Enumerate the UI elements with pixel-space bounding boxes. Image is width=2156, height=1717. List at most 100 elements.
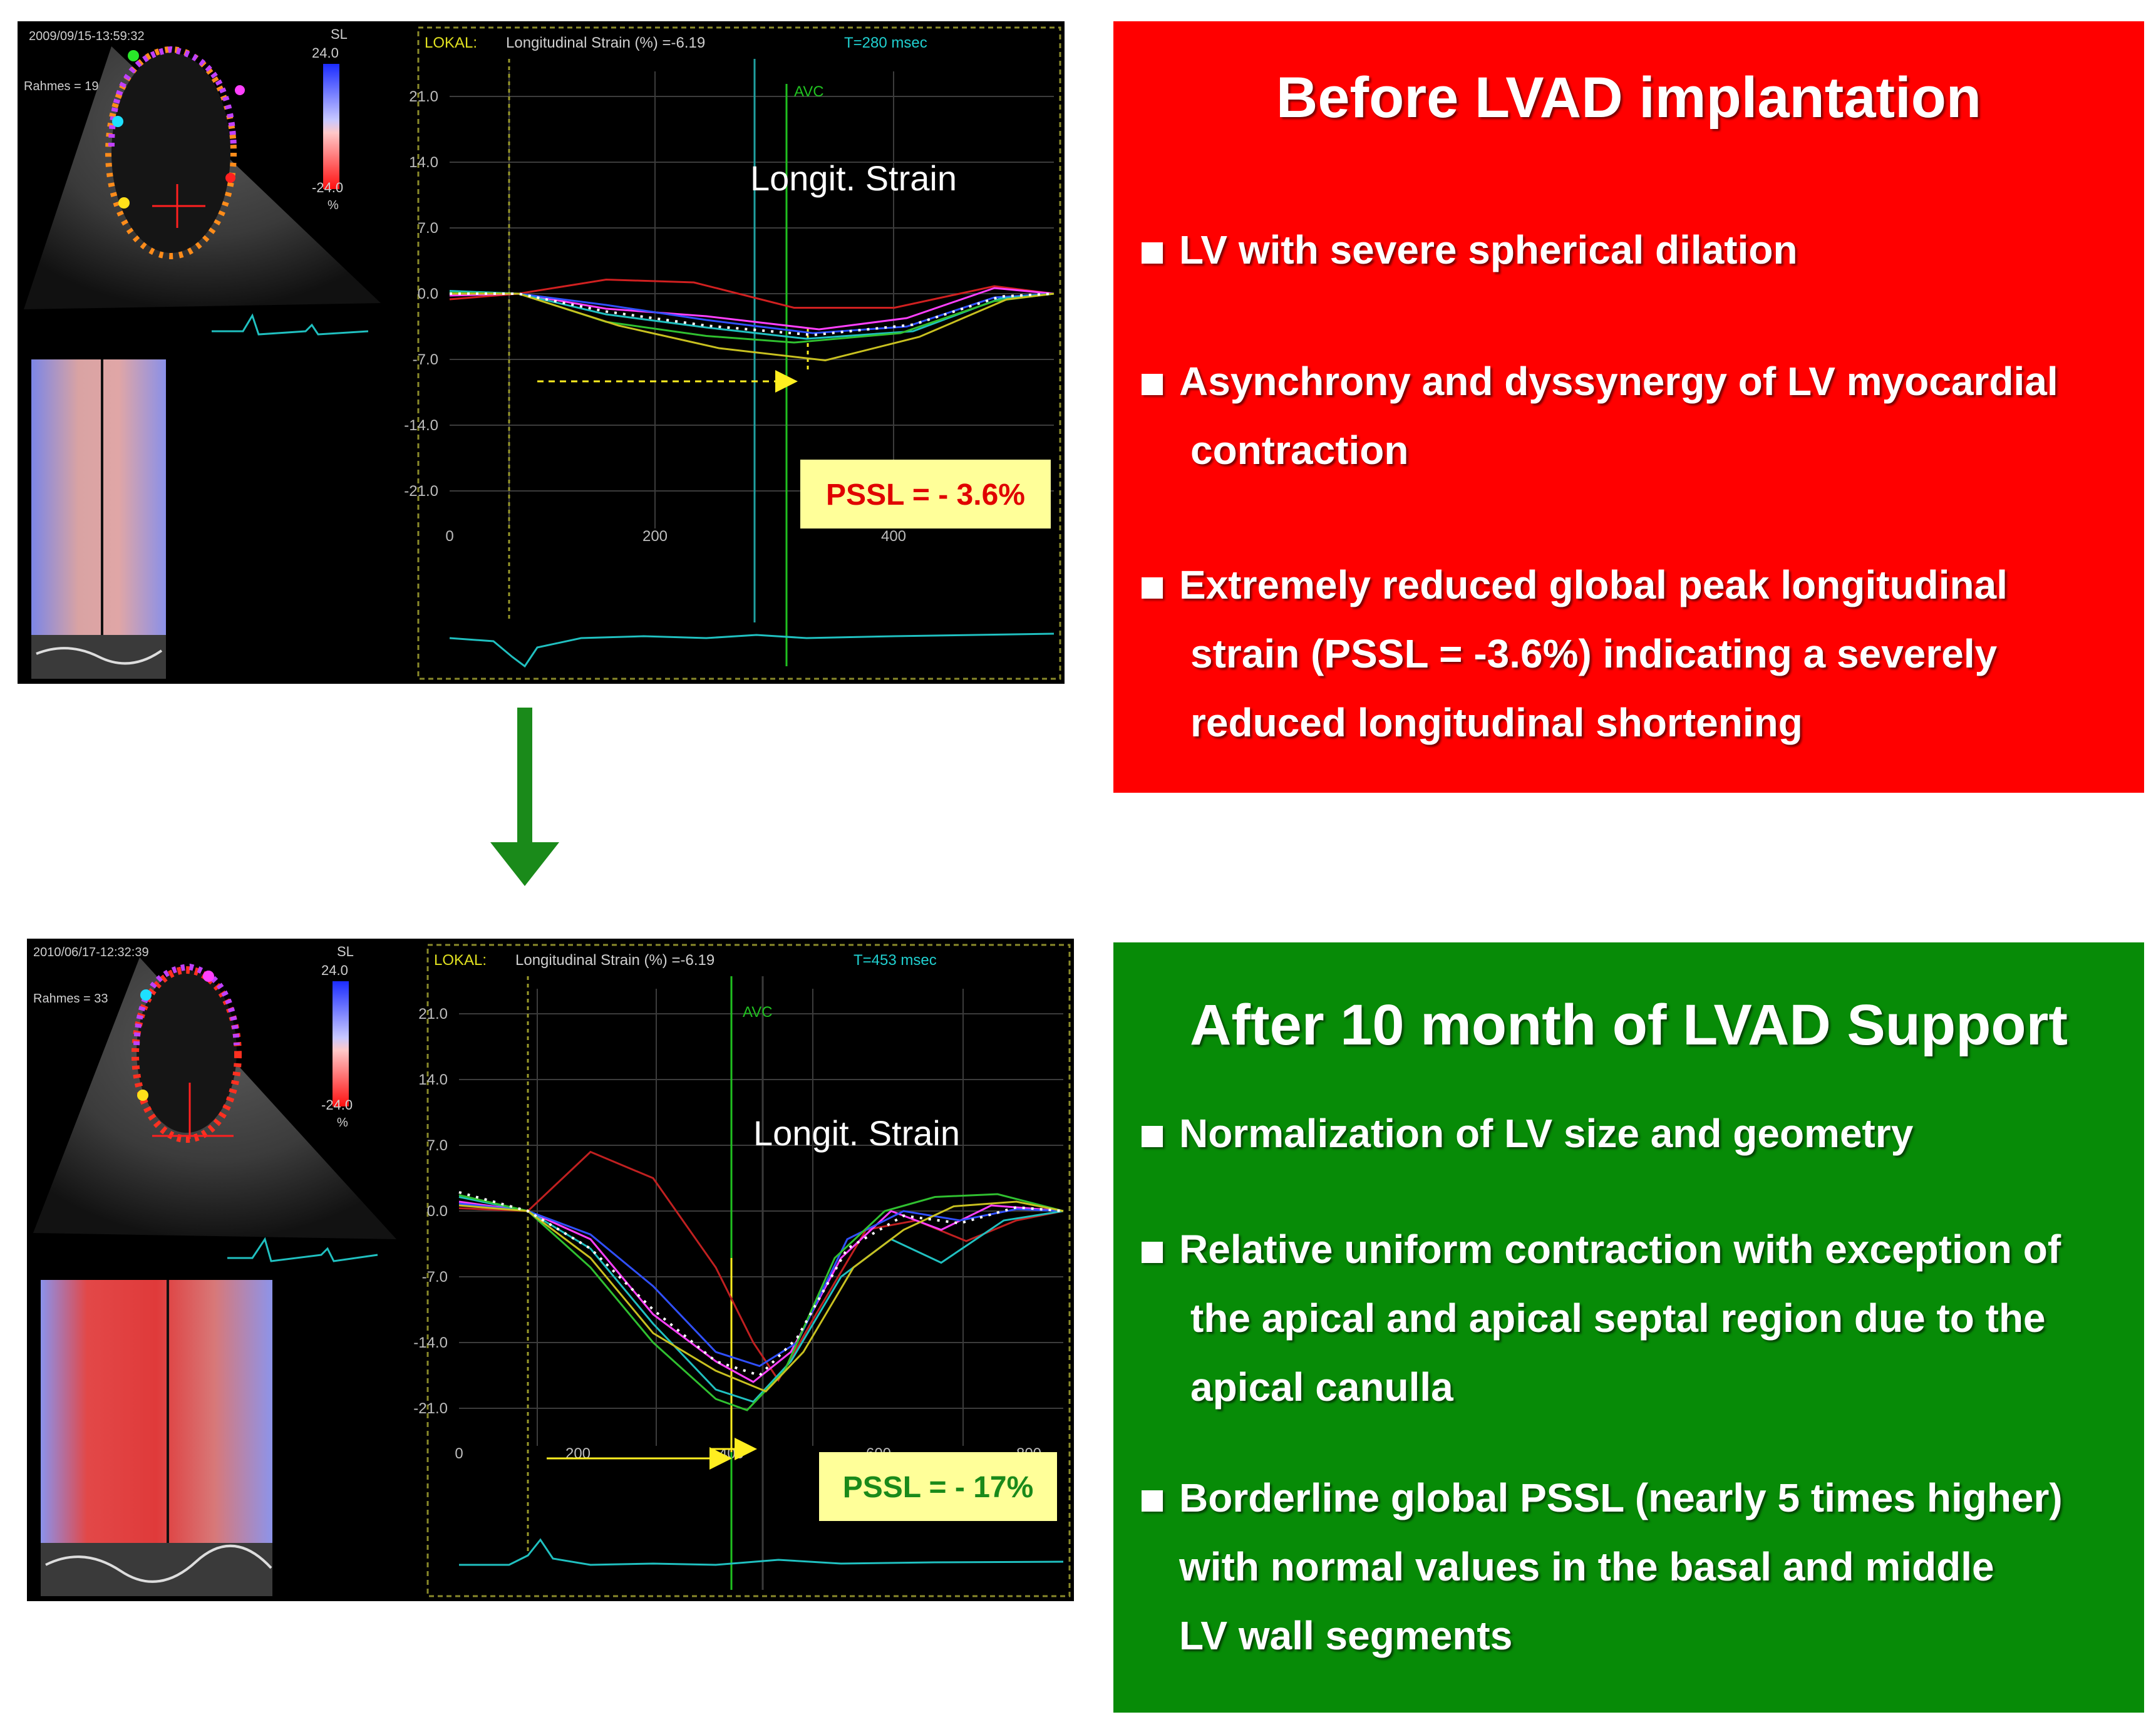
chart-title: Longit. Strain <box>750 158 957 198</box>
y-tick-label: -21.0 <box>413 1400 448 1417</box>
x-tick-label: 200 <box>642 528 668 545</box>
after-bullet-2: Relative uniform contraction with except… <box>1142 1215 2131 1421</box>
lv-cavity <box>111 53 230 253</box>
ecg-trace <box>459 1538 1064 1566</box>
square-bullet-icon <box>1142 577 1163 599</box>
scale-unit: % <box>328 199 339 212</box>
name-label: Rahmes = 19 <box>24 80 99 93</box>
y-tick-label: 7.0 <box>418 220 438 237</box>
mmode-map <box>41 1280 272 1543</box>
bullet-text: Normalization of LV size and geometry <box>1179 1111 1914 1156</box>
peak-arrow-icon <box>735 1438 757 1460</box>
x-tick-label: 400 <box>881 528 906 545</box>
bullet-text-cont: LV wall segments <box>1179 1613 1513 1658</box>
before-lvad-box: Before LVAD implantation LV with severe … <box>1113 21 2144 793</box>
pssl-label: PSSL = - 3.6% <box>826 478 1025 512</box>
pssl-badge <box>800 460 1051 529</box>
lv-contour <box>132 966 242 1143</box>
y-tick-label: -21.0 <box>404 483 438 500</box>
y-tick-label: 7.0 <box>427 1137 448 1154</box>
header-mid: Longitudinal Strain (%) =-6.19 <box>506 34 705 51</box>
before-bullet-3: Extremely reduced global peak longitudin… <box>1142 550 2131 757</box>
y-tick-label: -7.0 <box>422 1269 448 1286</box>
y-tick-label: -14.0 <box>404 417 438 434</box>
bullet-text-cont: with normal values in the basal and midd… <box>1179 1544 1994 1589</box>
square-bullet-icon <box>1142 242 1163 264</box>
after-box-title: After 10 month of LVAD Support <box>1189 993 2068 1057</box>
bullet-text-cont: reduced longitudinal shortening <box>1190 700 1803 745</box>
header-right: T=453 msec <box>854 952 937 969</box>
x-tick-label: 200 <box>565 1445 591 1462</box>
y-tick-label: -14.0 <box>413 1334 448 1351</box>
square-bullet-icon <box>1142 374 1163 396</box>
scale-min: -24.0 <box>321 1097 353 1113</box>
strain-curve <box>458 1200 1064 1393</box>
color-scale-bar <box>333 981 349 1106</box>
strain-curve <box>450 292 1055 337</box>
y-tick-label: 21.0 <box>418 1006 448 1023</box>
y-tick-label: 0.0 <box>427 1203 448 1220</box>
after-bullet-3: Borderline global PSSL (nearly 5 times h… <box>1142 1463 2131 1670</box>
y-tick-label: 0.0 <box>418 286 438 302</box>
bullet-text: Borderline global PSSL (nearly 5 times h… <box>1179 1475 2063 1520</box>
strain-figure-before: 2009/09/15-13:59:32 Rahmes = 19 SL 24.0 … <box>24 26 1061 680</box>
y-tick-label: 21.0 <box>409 88 438 105</box>
strain-plot-before: 21.0 14.0 7.0 0.0 -7.0 -14.0 -21.0 0 200 400 AVC <box>404 59 1055 668</box>
scale-min: -24.0 <box>312 180 343 195</box>
strain-curve <box>458 1200 1064 1383</box>
mmode-map <box>31 359 166 635</box>
peak-arrow-icon <box>709 1447 732 1470</box>
strain-curve <box>458 1202 1064 1368</box>
square-bullet-icon <box>1142 1490 1163 1512</box>
before-box-title: Before LVAD implantation <box>1276 66 1982 130</box>
name-label: Rahmes = 33 <box>33 992 108 1006</box>
bullet-text: Relative uniform contraction with except… <box>1179 1227 2061 1272</box>
scale-max: 24.0 <box>312 45 339 61</box>
square-bullet-icon <box>1142 1242 1163 1264</box>
peak-arrow-icon <box>775 370 798 393</box>
header-mid: Longitudinal Strain (%) =-6.19 <box>515 952 714 969</box>
strain-curve <box>458 1191 1064 1377</box>
echo-panel-after: 2010/06/17-12:32:39 Rahmes = 33 SL 24.0 … <box>27 939 1074 1601</box>
x-tick-label: 0 <box>445 528 453 545</box>
bullet-text: Extremely reduced global peak longitudin… <box>1179 562 2008 607</box>
header-left: LOKAL: <box>425 34 477 51</box>
scale-max: 24.0 <box>321 962 348 978</box>
x-tick-label: 0 <box>455 1445 463 1462</box>
color-scale-bar <box>323 64 339 189</box>
timestamp: 2009/09/15-13:59:32 <box>29 29 145 43</box>
before-bullet-1: LV with severe spherical dilation <box>1142 215 2131 284</box>
y-tick-label: 14.0 <box>409 154 438 171</box>
bullet-text: LV with severe spherical dilation <box>1179 227 1798 272</box>
lv-cavity <box>137 970 237 1133</box>
timestamp: 2010/06/17-12:32:39 <box>33 946 149 959</box>
scale-label: SL <box>337 944 354 959</box>
strain-curve <box>449 278 1055 309</box>
chart-frame <box>417 26 1061 680</box>
strain-plot-after: 21.014.07.00.0-7.0-14.0-21.0020040060080… <box>413 976 1064 1590</box>
after-lvad-box: After 10 month of LVAD Support Normaliza… <box>1113 942 2144 1713</box>
strain-curve <box>450 292 1055 362</box>
y-tick-label: -7.0 <box>413 351 438 368</box>
pssl-label: PSSL = - 17% <box>843 1471 1034 1504</box>
scale-unit: % <box>337 1116 348 1130</box>
y-tick-label: 14.0 <box>418 1071 448 1088</box>
pssl-badge <box>819 1452 1057 1521</box>
avc-label: AVC <box>743 1004 773 1021</box>
square-bullet-icon <box>1142 1126 1163 1148</box>
header-left: LOKAL: <box>434 952 487 969</box>
bullet-text-cont: contraction <box>1190 428 1409 473</box>
ecg-trace <box>449 632 1055 668</box>
strain-curve <box>458 1150 1064 1382</box>
bullet-text-cont: strain (PSSL = -3.6%) indicating a sever… <box>1190 631 1998 676</box>
avc-label: AVC <box>794 83 824 100</box>
bullet-text-cont: the apical and apical septal region due … <box>1190 1296 2046 1341</box>
strain-figure-after: 2010/06/17-12:32:39 Rahmes = 33 SL 24.0 … <box>33 944 1071 1597</box>
bullet-text-cont: apical canulla <box>1190 1364 1453 1410</box>
after-bullet-1: Normalization of LV size and geometry <box>1142 1099 2131 1168</box>
chart-frame <box>426 944 1071 1597</box>
bullet-text: Asynchrony and dyssynergy of LV myocardi… <box>1179 359 2058 404</box>
echo-panel-before: 2009/09/15-13:59:32 Rahmes = 19 SL 24.0 … <box>18 21 1065 684</box>
scale-label: SL <box>331 26 348 42</box>
down-arrow <box>490 708 559 886</box>
